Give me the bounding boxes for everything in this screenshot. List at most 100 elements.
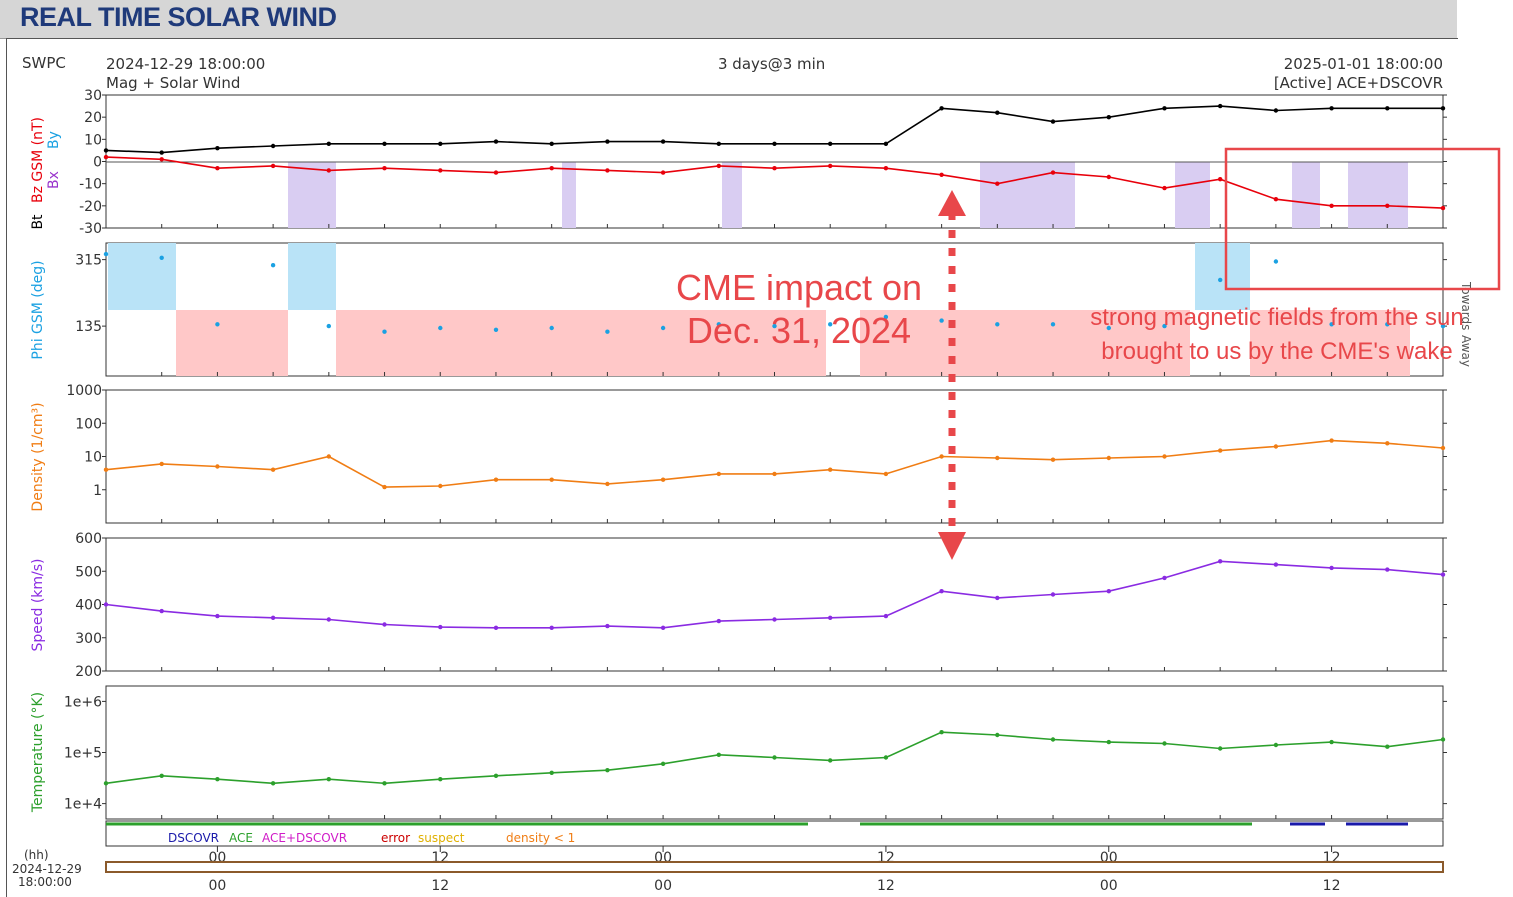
y-tick-label: 1e+4 [64, 797, 102, 813]
time-bar [105, 861, 1444, 873]
data-point-density [215, 464, 220, 469]
data-point-bt [493, 139, 499, 144]
data-point-speed [716, 618, 721, 624]
legend-ace: ACE [229, 831, 253, 845]
data-point-density [438, 483, 443, 489]
away-shade [176, 310, 288, 376]
density-ylabel: Density (1/cm³) [30, 402, 46, 511]
data-point-temperature [716, 752, 721, 757]
y-tick-label: 10 [84, 450, 102, 466]
header-span: 3 days@3 min [718, 55, 825, 73]
bz-south-shade [1348, 162, 1408, 228]
bx-ylabel: Bx [46, 171, 62, 189]
data-point-speed [1385, 567, 1390, 572]
data-point-phi [382, 329, 387, 334]
data-point-density [1050, 457, 1056, 462]
bz-south-shade [562, 162, 576, 228]
towards-shade [1195, 243, 1250, 310]
data-point-speed [438, 624, 443, 630]
data-point-bz [326, 168, 331, 173]
x-tick-label: 00 [1100, 850, 1118, 866]
y-tick-label: 10 [84, 132, 102, 148]
data-point-temperature [1385, 744, 1390, 749]
source-strip: DSCOVR ACE ACE+DSCOVR error suspect dens… [105, 820, 1444, 847]
data-point-speed [1106, 589, 1112, 594]
data-point-phi [438, 325, 443, 331]
data-point-bt [103, 148, 109, 153]
data-point-temperature [1106, 739, 1112, 745]
bz-negative-shading [288, 162, 1408, 228]
data-point-bt [1218, 103, 1223, 109]
data-point-bz [883, 166, 889, 171]
data-point-phi [103, 251, 109, 257]
data-point-temperature [1050, 737, 1056, 742]
data-point-density [1329, 438, 1334, 443]
bt-ylabel: Bt [30, 214, 46, 230]
data-point-phi [1440, 323, 1446, 329]
y-tick-label: 1e+5 [64, 746, 102, 762]
data-point-speed [382, 622, 387, 627]
x-tick-label: 00 [1100, 878, 1118, 894]
data-point-temperature [438, 777, 443, 782]
panel-speed-box [105, 537, 1444, 672]
bottom-date: 2024-12-29 [12, 862, 82, 876]
away-shade [860, 310, 1190, 376]
data-point-speed [270, 615, 276, 620]
data-point-bt [828, 141, 833, 146]
data-point-bz [1162, 185, 1167, 191]
data-point-phi [660, 325, 666, 331]
legend-dscovr: DSCOVR [168, 831, 219, 845]
y-tick-label: 315 [75, 253, 102, 269]
data-point-bz [716, 163, 721, 169]
data-point-density [772, 471, 777, 477]
data-point-density [828, 467, 833, 472]
data-point-temperature [995, 732, 1000, 738]
data-point-bt [438, 141, 443, 146]
data-point-phi [1218, 277, 1223, 283]
x-axis-lower: 00 12 00 12 00 12 [209, 878, 1341, 894]
data-point-bz [382, 166, 387, 171]
data-point-temperature [605, 768, 610, 773]
data-point-temperature [159, 773, 164, 778]
data-point-density [1440, 445, 1446, 451]
data-point-bz [159, 157, 164, 162]
data-point-density [605, 481, 610, 487]
panel-temperature-box [105, 685, 1444, 820]
data-point-bt [716, 141, 721, 146]
header-end: 2025-01-01 18:00:00 [1284, 55, 1443, 73]
data-point-bt [1385, 106, 1390, 111]
phi-ylabel: Phi GSM (deg) [30, 260, 46, 359]
data-point-bz [939, 172, 944, 177]
data-point-bz [1050, 170, 1056, 175]
legend-suspect: suspect [418, 831, 465, 845]
bottom-time: 18:00:00 [18, 875, 72, 889]
data-point-phi [549, 325, 554, 331]
data-point-bt [883, 141, 889, 146]
data-point-temperature [103, 781, 109, 786]
away-shade [336, 310, 826, 376]
data-point-temperature [1329, 739, 1334, 745]
speed-ylabel: Speed (km/s) [30, 558, 46, 651]
x-tick-label: 00 [654, 878, 672, 894]
data-point-bz [438, 168, 443, 173]
y-tick-label: 30 [84, 88, 102, 104]
data-point-phi [1050, 322, 1056, 327]
x-tick-label: 12 [431, 850, 449, 866]
bz-ylabel: Bz GSM (nT) [30, 117, 46, 203]
data-point-bt [159, 150, 164, 155]
field-text-line2: brought to us by the CME's wake [1101, 338, 1452, 365]
highlight-box [1224, 147, 1501, 291]
data-point-temperature [549, 770, 554, 775]
legend-ace-dscovr: ACE+DSCOVR [262, 831, 347, 845]
data-point-bz [1440, 205, 1446, 211]
data-point-temperature [1218, 746, 1223, 751]
data-point-density [660, 477, 666, 482]
bz-south-shade [1175, 162, 1210, 228]
panel-speed: 600 500 400 300 200 Speed (km/s) [30, 531, 1447, 680]
bz-south-shade [722, 162, 742, 228]
data-point-phi [215, 322, 220, 327]
bz-south-shade [1292, 162, 1320, 228]
cme-text-line1: CME impact on [676, 267, 922, 308]
data-point-phi [270, 263, 276, 268]
data-point-bz [1273, 197, 1279, 202]
